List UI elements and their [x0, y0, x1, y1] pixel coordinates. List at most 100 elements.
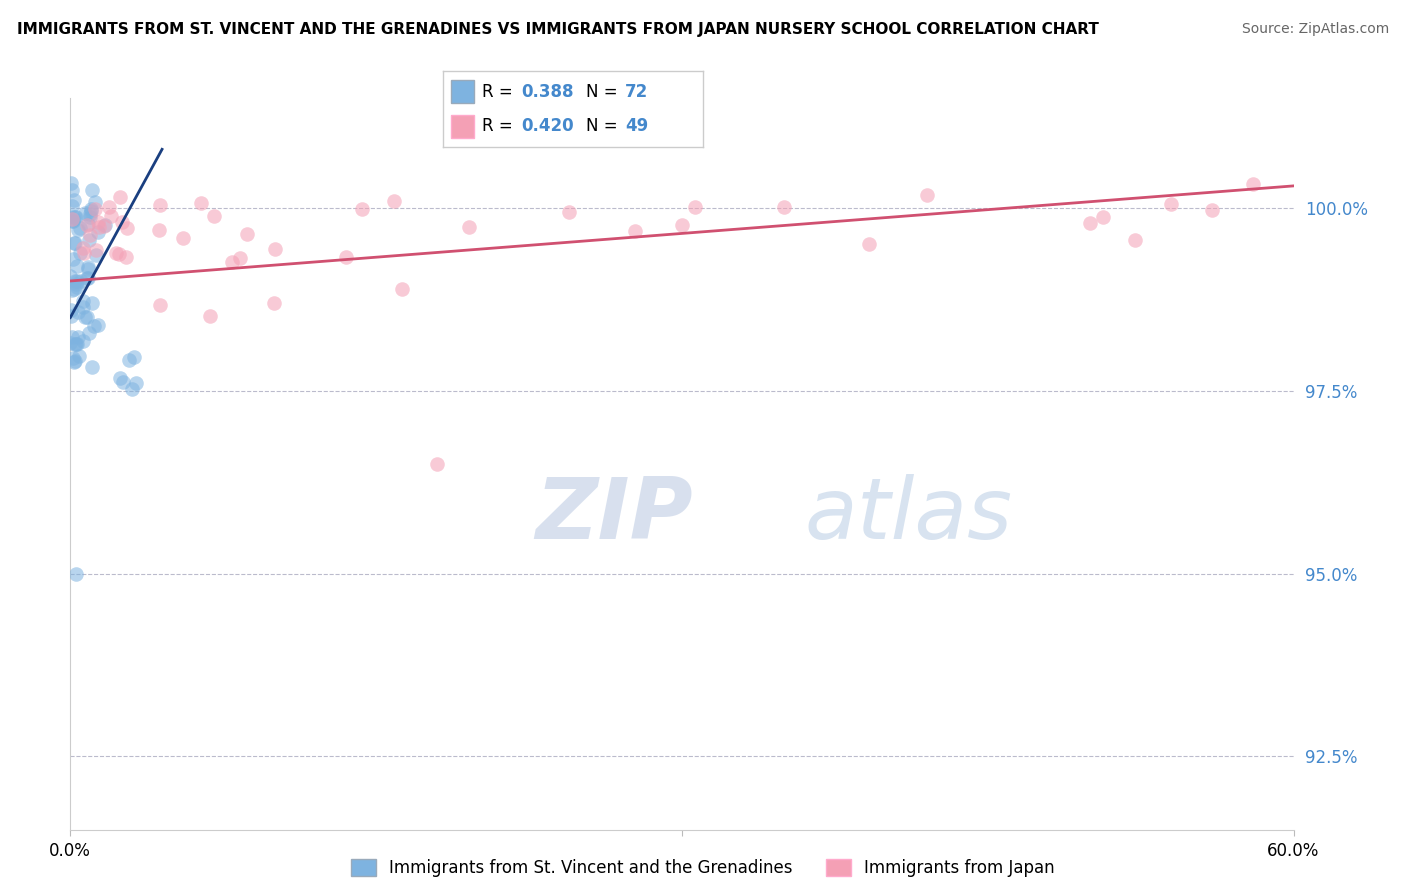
Point [67, 223, 90, 237]
Point [65, 277, 87, 291]
Point [1201, 203, 1223, 218]
Point [62, 213, 84, 227]
Point [236, 227, 259, 241]
Text: 72: 72 [624, 83, 648, 101]
Point [352, 202, 374, 216]
Point [683, 200, 706, 214]
Point [111, 215, 134, 229]
Point [87, 214, 110, 228]
Point [382, 194, 405, 208]
Point [1078, 216, 1101, 230]
Point [66, 280, 89, 294]
Point [100, 209, 122, 223]
Point [915, 188, 938, 202]
FancyBboxPatch shape [451, 115, 474, 138]
Point [62, 211, 84, 225]
Text: IMMIGRANTS FROM ST. VINCENT AND THE GRENADINES VS IMMIGRANTS FROM JAPAN NURSERY : IMMIGRANTS FROM ST. VINCENT AND THE GREN… [17, 22, 1098, 37]
Point [79, 210, 101, 224]
Point [115, 250, 138, 264]
Point [773, 200, 796, 214]
Point [69, 274, 91, 288]
Point [84, 202, 107, 216]
Point [69, 246, 91, 260]
Point [121, 382, 143, 396]
Point [59, 335, 82, 350]
Point [60, 213, 83, 227]
Point [84, 195, 107, 210]
Legend: Immigrants from St. Vincent and the Grenadines, Immigrants from Japan: Immigrants from St. Vincent and the Gren… [344, 852, 1062, 884]
Point [72, 293, 94, 308]
Point [263, 242, 285, 256]
Point [66, 336, 89, 351]
Point [80, 202, 103, 216]
Point [59, 309, 82, 323]
Point [63, 282, 86, 296]
Point [69, 220, 91, 235]
Point [108, 370, 131, 384]
Point [94, 219, 117, 233]
Point [97, 200, 120, 214]
Text: atlas: atlas [804, 474, 1012, 557]
Point [108, 247, 131, 261]
Point [335, 250, 357, 264]
Point [1123, 233, 1146, 247]
Point [62, 193, 84, 207]
Point [72, 241, 94, 255]
Point [229, 251, 252, 265]
Point [60, 199, 83, 213]
Point [62, 252, 84, 267]
Point [76, 271, 98, 285]
Point [115, 220, 138, 235]
Point [72, 245, 94, 260]
Point [149, 298, 172, 312]
Point [60, 211, 83, 226]
Point [65, 236, 87, 251]
Point [65, 274, 87, 288]
Point [671, 218, 693, 232]
Point [79, 207, 101, 221]
Point [79, 326, 101, 340]
Point [1160, 197, 1182, 211]
Text: R =: R = [482, 117, 517, 135]
Point [190, 196, 212, 211]
Point [76, 310, 98, 324]
Point [108, 190, 131, 204]
Point [79, 227, 101, 242]
Point [202, 209, 225, 223]
Point [221, 254, 243, 268]
Text: 0.420: 0.420 [520, 117, 574, 135]
Point [77, 217, 100, 231]
Point [87, 318, 110, 332]
Point [148, 223, 170, 237]
Point [65, 211, 87, 225]
Point [66, 330, 89, 344]
Point [172, 231, 194, 245]
Point [59, 269, 82, 284]
Point [62, 351, 84, 366]
Point [457, 220, 479, 235]
Point [83, 319, 105, 334]
Point [72, 334, 94, 348]
Text: N =: N = [586, 117, 623, 135]
Point [77, 234, 100, 248]
Point [66, 259, 89, 273]
Point [122, 350, 145, 364]
Point [62, 214, 84, 228]
Point [84, 248, 107, 262]
Text: N =: N = [586, 83, 623, 101]
Point [67, 349, 90, 363]
Point [60, 329, 83, 343]
Point [263, 296, 285, 310]
Point [76, 260, 98, 275]
Point [65, 336, 87, 351]
Point [89, 219, 111, 234]
Point [65, 566, 87, 581]
Point [63, 355, 86, 369]
Point [80, 204, 103, 219]
Point [77, 262, 100, 277]
Text: 0.388: 0.388 [520, 83, 574, 101]
FancyBboxPatch shape [451, 80, 474, 103]
Point [65, 210, 87, 224]
Point [73, 205, 96, 219]
Point [80, 296, 103, 310]
